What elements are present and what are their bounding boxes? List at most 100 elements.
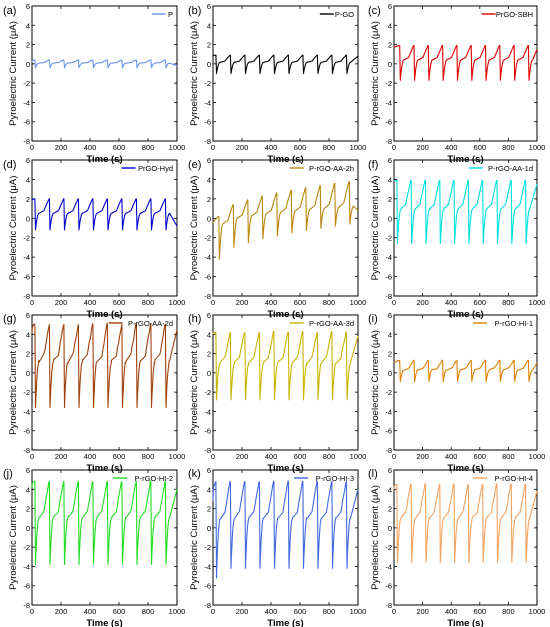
y-tick-label: -2 [204, 234, 211, 243]
x-tick-label: 1000 [169, 452, 186, 461]
x-tick-label: 800 [323, 607, 336, 616]
y-tick-label: -4 [23, 98, 30, 107]
y-tick-label: -2 [385, 543, 392, 552]
x-tick-label: 0 [30, 452, 34, 461]
x-tick-label: 800 [502, 452, 515, 461]
y-tick-label: -2 [385, 79, 392, 88]
x-tick-label: 200 [236, 143, 249, 152]
y-tick-label: 2 [388, 41, 392, 50]
x-axis-label: Time (s) [267, 463, 303, 474]
x-tick-label: 600 [474, 298, 487, 307]
y-axis-label: Pyroelectric Current (μA) [370, 485, 381, 590]
y-tick-label: 4 [26, 485, 30, 494]
x-axis-label: Time (s) [447, 618, 483, 627]
panel-label: (e) [188, 159, 201, 171]
y-tick-label: -4 [385, 98, 392, 107]
x-tick-label: 1000 [350, 143, 367, 152]
y-tick-label: -8 [204, 292, 211, 301]
x-tick-label: 400 [445, 143, 458, 152]
y-axis-label: Pyroelectric Current (μA) [189, 330, 200, 435]
x-tick-label: 0 [211, 298, 215, 307]
panel-label: (c) [368, 5, 381, 17]
y-tick-label: 2 [388, 505, 392, 514]
y-tick-label: 4 [207, 21, 211, 30]
y-tick-label: -2 [204, 543, 211, 552]
x-tick-label: 400 [445, 607, 458, 616]
x-tick-label: 400 [265, 452, 278, 461]
plot-frame [31, 314, 178, 451]
x-tick-label: 800 [323, 298, 336, 307]
x-tick-label: 200 [55, 143, 68, 152]
y-tick-label: -6 [204, 118, 211, 127]
y-tick-label: 0 [388, 60, 392, 69]
x-tick-label: 200 [236, 452, 249, 461]
y-tick-label: 6 [388, 156, 392, 165]
y-axis-label: Pyroelectric Current (μA) [189, 485, 200, 590]
y-tick-label: -6 [204, 427, 211, 436]
x-tick-label: 1000 [529, 298, 546, 307]
series-line-p-rgo-hi-2 [31, 480, 178, 566]
y-tick-label: -6 [23, 273, 30, 282]
y-tick-label: 6 [26, 466, 30, 475]
panel-label: (l) [368, 468, 378, 480]
y-tick-label: 6 [388, 466, 392, 475]
y-tick-label: -8 [385, 446, 392, 455]
y-tick-label: -6 [385, 118, 392, 127]
y-tick-label: 2 [388, 195, 392, 204]
x-tick-label: 600 [294, 607, 307, 616]
series-line-p [31, 59, 178, 69]
panel-label: (j) [3, 468, 13, 480]
y-tick-label: -2 [23, 388, 30, 397]
x-tick-label: 1000 [350, 607, 367, 616]
y-tick-label: 4 [207, 175, 211, 184]
plot-frame [393, 5, 538, 142]
y-tick-label: 4 [388, 485, 392, 494]
y-axis-label: Pyroelectric Current (μA) [8, 21, 19, 126]
x-tick-label: 600 [474, 607, 487, 616]
legend-label: P-rGO-AA-2h [309, 164, 354, 173]
y-tick-label: 0 [207, 369, 211, 378]
legend-label: P-rGO-AA-2d [128, 319, 173, 328]
y-tick-label: 6 [207, 466, 211, 475]
y-tick-label: -6 [204, 273, 211, 282]
x-tick-label: 800 [142, 298, 155, 307]
plot-frame [393, 314, 538, 451]
plot-frame [212, 159, 359, 297]
x-tick-label: 800 [502, 143, 515, 152]
series-line-p-rgo-aa-3d [212, 330, 359, 401]
y-tick-label: 2 [26, 41, 30, 50]
plot-frame [212, 5, 359, 142]
x-tick-label: 0 [211, 607, 215, 616]
y-tick-label: -4 [23, 253, 30, 262]
x-tick-label: 200 [416, 143, 429, 152]
plot-frame [393, 469, 538, 606]
x-tick-label: 400 [265, 143, 278, 152]
x-tick-label: 0 [392, 298, 396, 307]
panel-label: (b) [188, 5, 201, 17]
y-axis-label: Pyroelectric Current (μA) [370, 330, 381, 435]
y-tick-label: -6 [385, 273, 392, 282]
legend-label: PrGO-SBH [496, 10, 533, 19]
y-tick-label: -6 [385, 427, 392, 436]
x-tick-label: 1000 [529, 143, 546, 152]
series-line-p-rgo-hi-3 [212, 480, 359, 579]
panel-label: (f) [368, 159, 378, 171]
series-line-p-go [212, 54, 359, 75]
y-tick-label: 4 [388, 175, 392, 184]
y-tick-label: 4 [26, 175, 30, 184]
plot-frame [31, 159, 178, 297]
y-tick-label: 6 [388, 2, 392, 11]
x-tick-label: 800 [142, 452, 155, 461]
y-tick-label: -8 [23, 601, 30, 610]
x-tick-label: 800 [502, 298, 515, 307]
panel-label: (a) [3, 5, 16, 17]
plot-frame [212, 469, 359, 606]
y-tick-label: 4 [26, 21, 30, 30]
y-tick-label: 0 [388, 214, 392, 223]
x-tick-label: 0 [392, 452, 396, 461]
x-tick-label: 800 [323, 143, 336, 152]
y-tick-label: 2 [26, 505, 30, 514]
x-tick-label: 600 [113, 607, 126, 616]
